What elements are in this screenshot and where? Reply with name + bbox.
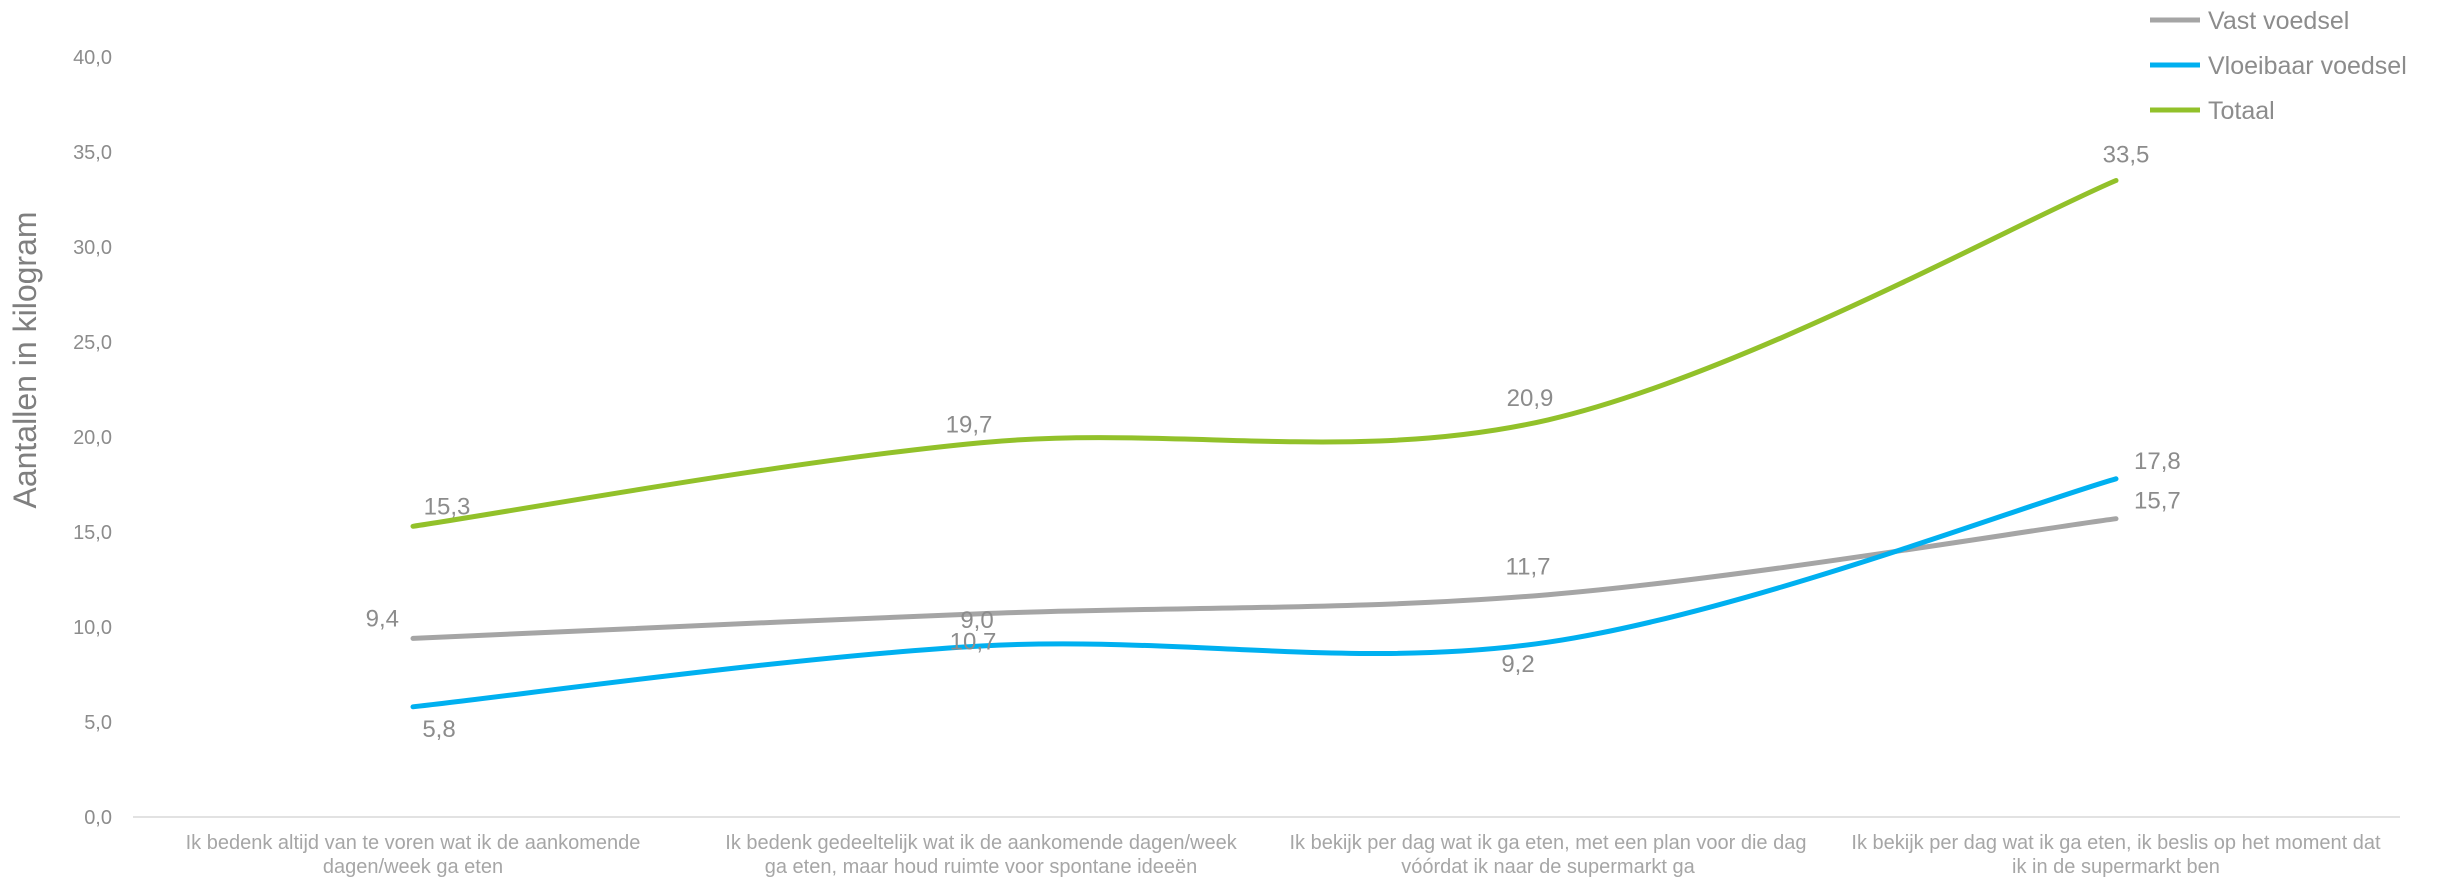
legend-label-vast-voedsel: Vast voedsel (2208, 7, 2349, 35)
series-line-vast-voedsel (410, 516, 2119, 641)
data-labels: 9,4 10,7 11,7 15,7 5,8 9,0 9,2 17,8 15,3 19,7 20,9… (366, 142, 2181, 743)
data-label: 11,7 (1506, 554, 1551, 581)
data-label: 15,3 (424, 493, 471, 520)
y-tick-label: 40,0 (73, 47, 112, 69)
data-label: 9,4 (366, 605, 399, 632)
data-label: 9,0 (960, 607, 993, 634)
y-tick-label: 30,0 (73, 237, 112, 259)
y-axis-title: Aantallen in kilogram (7, 211, 43, 508)
y-tick-label: 35,0 (73, 142, 112, 164)
x-category-label: Ik bekijk per dag wat ik ga eten, met ee… (1290, 832, 1807, 854)
y-tick-label: 0,0 (84, 807, 112, 829)
x-axis-categories: Ik bedenk altijd van te voren wat ik de … (186, 832, 2381, 877)
series-line-vloeibaar-voedsel (410, 476, 2119, 710)
x-category-label: ga eten, maar houd ruimte voor spontane … (765, 856, 1198, 877)
x-category-label: dagen/week ga eten (323, 856, 503, 877)
x-category-label: Ik bedenk altijd van te voren wat ik de … (186, 832, 641, 854)
x-category-label: vóórdat ik naar de supermarkt ga (1401, 856, 1695, 877)
series-line-totaal (410, 178, 2119, 529)
data-label: 5,8 (422, 716, 455, 743)
x-category-label: ik in de supermarkt ben (2012, 856, 2220, 877)
data-label: 10,7 (950, 629, 997, 656)
data-label: 9,2 (1501, 651, 1534, 678)
data-label: 17,8 (2134, 448, 2181, 475)
x-category-label: Ik bedenk gedeeltelijk wat ik de aankome… (725, 832, 1237, 854)
y-tick-label: 5,0 (84, 712, 112, 734)
data-label: 19,7 (946, 412, 993, 439)
y-tick-label: 20,0 (73, 427, 112, 449)
data-label: 15,7 (2134, 488, 2181, 515)
x-category-label: Ik bekijk per dag wat ik ga eten, ik bes… (1851, 832, 2381, 854)
legend-label-totaal: Totaal (2208, 97, 2275, 125)
legend-label-vloeibaar-voedsel: Vloeibaar voedsel (2208, 52, 2407, 80)
legend: Vast voedsel Vloeibaar voedsel Totaal (2150, 7, 2407, 125)
y-axis-ticks: 0,0 5,0 10,0 15,0 20,0 25,0 30,0 35,0 40,0 (73, 47, 112, 829)
y-tick-label: 25,0 (73, 332, 112, 354)
data-label: 33,5 (2103, 142, 2150, 169)
y-tick-label: 15,0 (73, 522, 112, 544)
data-label: 20,9 (1507, 385, 1554, 412)
y-tick-label: 10,0 (73, 617, 112, 639)
series-lines (410, 178, 2119, 710)
